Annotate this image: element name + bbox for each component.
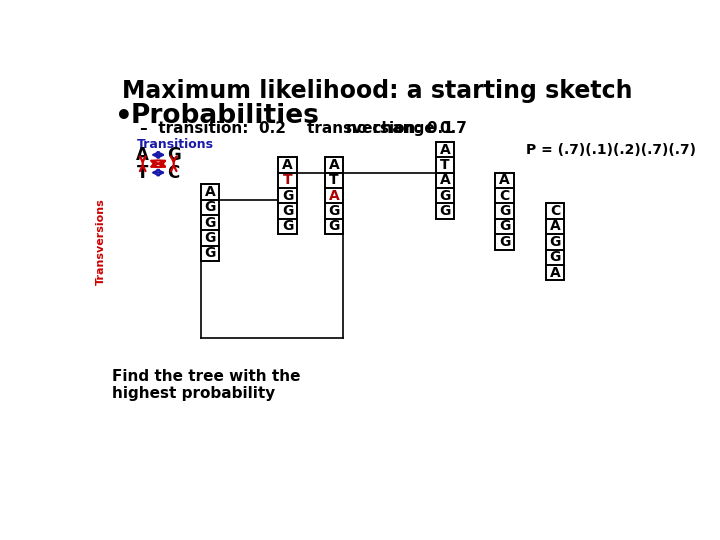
Text: P = (.7)(.1)(.2)(.7)(.7): P = (.7)(.1)(.2)(.7)(.7): [526, 143, 696, 157]
Text: G: G: [439, 204, 451, 218]
Bar: [201, 184, 220, 261]
Text: Maximum likelihood: a starting sketch: Maximum likelihood: a starting sketch: [122, 79, 632, 103]
Text: A: A: [549, 219, 560, 233]
Text: G: G: [204, 246, 216, 260]
Text: C: C: [168, 164, 180, 181]
Text: G: G: [499, 219, 510, 233]
Bar: [495, 173, 514, 249]
Bar: [325, 157, 343, 234]
Text: •: •: [114, 103, 132, 131]
Text: A: A: [549, 266, 560, 280]
Text: G: G: [499, 235, 510, 249]
Text: G: G: [204, 231, 216, 245]
Text: Transversions: Transversions: [96, 199, 106, 285]
Text: G: G: [328, 219, 340, 233]
Text: G: G: [282, 204, 293, 218]
Text: A: A: [136, 146, 149, 164]
Text: G: G: [204, 200, 216, 214]
Text: G: G: [282, 219, 293, 233]
Text: –  transition:  0.2    transversion: 0.1: – transition: 0.2 transversion: 0.1: [140, 121, 454, 136]
Text: T: T: [283, 173, 292, 187]
Text: Transitions: Transitions: [137, 138, 214, 151]
Text: A: A: [329, 158, 340, 172]
Text: A: A: [204, 185, 215, 199]
Text: G: G: [549, 235, 561, 249]
Text: G: G: [439, 188, 451, 202]
Text: T: T: [137, 164, 148, 181]
Text: Probabilities: Probabilities: [130, 103, 319, 129]
Text: A: A: [282, 158, 293, 172]
Text: Find the tree with the
highest probability: Find the tree with the highest probabili…: [112, 369, 300, 401]
Bar: [279, 157, 297, 234]
Bar: [436, 142, 454, 219]
Text: G: G: [499, 204, 510, 218]
Text: G: G: [549, 251, 561, 264]
Text: A: A: [329, 188, 340, 202]
Text: A: A: [440, 173, 450, 187]
Text: G: G: [167, 146, 181, 164]
Text: G: G: [282, 188, 293, 202]
Text: G: G: [204, 215, 216, 230]
Text: C: C: [550, 204, 560, 218]
Text: T: T: [440, 158, 450, 172]
Text: C: C: [500, 188, 510, 202]
Text: A: A: [440, 143, 450, 157]
Text: no change 0.7: no change 0.7: [346, 121, 467, 136]
Bar: [546, 204, 564, 280]
Text: G: G: [328, 204, 340, 218]
Text: A: A: [499, 173, 510, 187]
Text: T: T: [329, 173, 339, 187]
